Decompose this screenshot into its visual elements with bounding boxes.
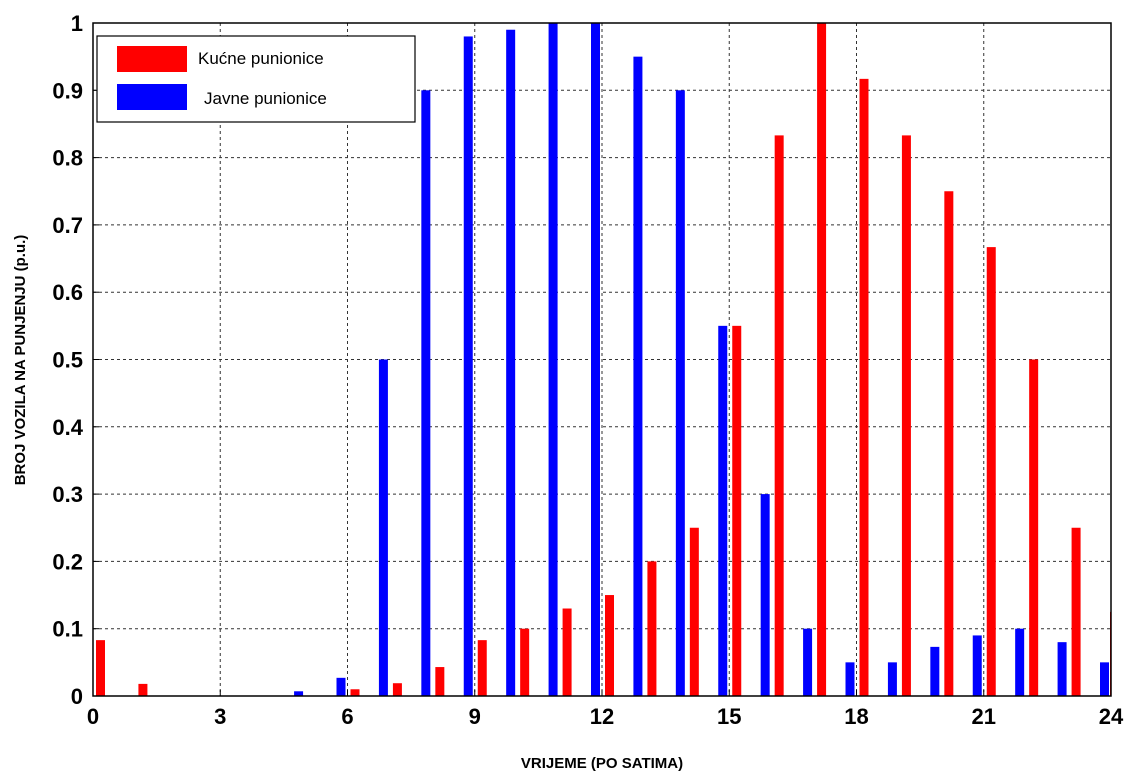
bar-kucne-h20	[944, 191, 954, 696]
bar-kucne-h7	[392, 683, 402, 696]
bar-javne-h20	[930, 646, 940, 696]
bar-kucne-h16	[774, 135, 784, 697]
bar-javne-h14	[675, 90, 685, 697]
y-axis-label: BROJ VOZILA NA PUNJENJU (p.u.)	[12, 235, 29, 486]
bar-javne-h5	[294, 691, 304, 696]
y-tick-label: 0.6	[52, 280, 83, 305]
bar-kucne-h11	[562, 608, 572, 696]
y-tick-label: 0	[71, 684, 83, 709]
x-tick-label: 3	[214, 704, 226, 729]
bar-kucne-h10	[520, 628, 530, 696]
x-tick-label: 18	[844, 704, 868, 729]
bar-javne-h24	[1100, 662, 1109, 696]
legend: Kućne punionice Javne punionice	[96, 35, 416, 123]
bar-javne-h9	[463, 36, 473, 696]
bars-layer	[96, 23, 1111, 697]
x-tick-label: 0	[87, 704, 99, 729]
y-tick-label: 0.7	[52, 213, 83, 238]
y-tick-label: 0.2	[52, 549, 83, 574]
legend-swatch-kucne	[117, 46, 187, 72]
bar-javne-h8	[421, 90, 431, 697]
x-axis-label: VRIJEME (PO SATIMA)	[521, 755, 683, 771]
x-tick-label: 15	[717, 704, 741, 729]
x-tick-label: 12	[590, 704, 614, 729]
bar-kucne-h12	[605, 595, 614, 696]
y-tick-label: 1	[71, 11, 83, 36]
y-tick-label: 0.1	[52, 617, 83, 642]
bar-kucne-h17	[817, 23, 827, 696]
bar-kucne-h18	[859, 78, 869, 696]
bar-kucne-h19	[901, 135, 911, 697]
bar-kucne-h23	[1071, 527, 1081, 696]
bar-javne-h17	[803, 628, 813, 696]
x-tick-label: 6	[341, 704, 353, 729]
bar-javne-h10	[506, 29, 516, 697]
bar-javne-h6	[336, 677, 346, 696]
bar-kucne-h1	[138, 683, 148, 696]
y-tick-label: 0.3	[52, 482, 83, 507]
bar-javne-h19	[887, 662, 897, 696]
bar-javne-h22	[1015, 628, 1025, 696]
bar-javne-h7	[378, 359, 388, 696]
bar-javne-h18	[845, 662, 855, 696]
legend-swatch-javne	[117, 84, 187, 110]
y-tick-label: 0.9	[52, 78, 83, 103]
x-tick-label: 9	[469, 704, 481, 729]
bar-kucne-h15	[732, 325, 742, 696]
x-tick-label: 21	[972, 704, 996, 729]
bar-javne-h12	[591, 23, 600, 696]
ticks-layer: 0 3 6 9 12 15 18 21 24 0 0.1 0.2 0.3 0.4 0.5 0.6 0.7 0.8 0…	[52, 11, 1124, 729]
x-tick-label: 24	[1099, 704, 1124, 729]
bar-javne-h21	[972, 635, 982, 696]
legend-label-javne: Javne punionice	[204, 89, 327, 108]
bar-kucne-h8	[435, 667, 445, 696]
bar-kucne-h9	[477, 640, 487, 696]
bar-javne-h16	[760, 494, 770, 696]
bar-kucne-h21	[986, 247, 996, 696]
bar-kucne-h14	[689, 527, 699, 696]
bar-kucne-h22	[1029, 359, 1039, 696]
bar-javne-h11	[548, 23, 558, 696]
y-tick-label: 0.4	[52, 415, 83, 440]
grid-layer	[93, 23, 1111, 696]
y-tick-label: 0.8	[52, 146, 83, 171]
bar-kucne-h6	[350, 689, 360, 696]
bar-kucne-h0	[96, 640, 105, 696]
legend-label-kucne: Kućne punionice	[198, 49, 324, 68]
bar-javne-h13	[633, 56, 643, 696]
bar-javne-h15	[718, 325, 728, 696]
y-tick-label: 0.5	[52, 348, 83, 373]
bar-javne-h23	[1057, 642, 1067, 696]
bar-kucne-h13	[647, 561, 657, 696]
